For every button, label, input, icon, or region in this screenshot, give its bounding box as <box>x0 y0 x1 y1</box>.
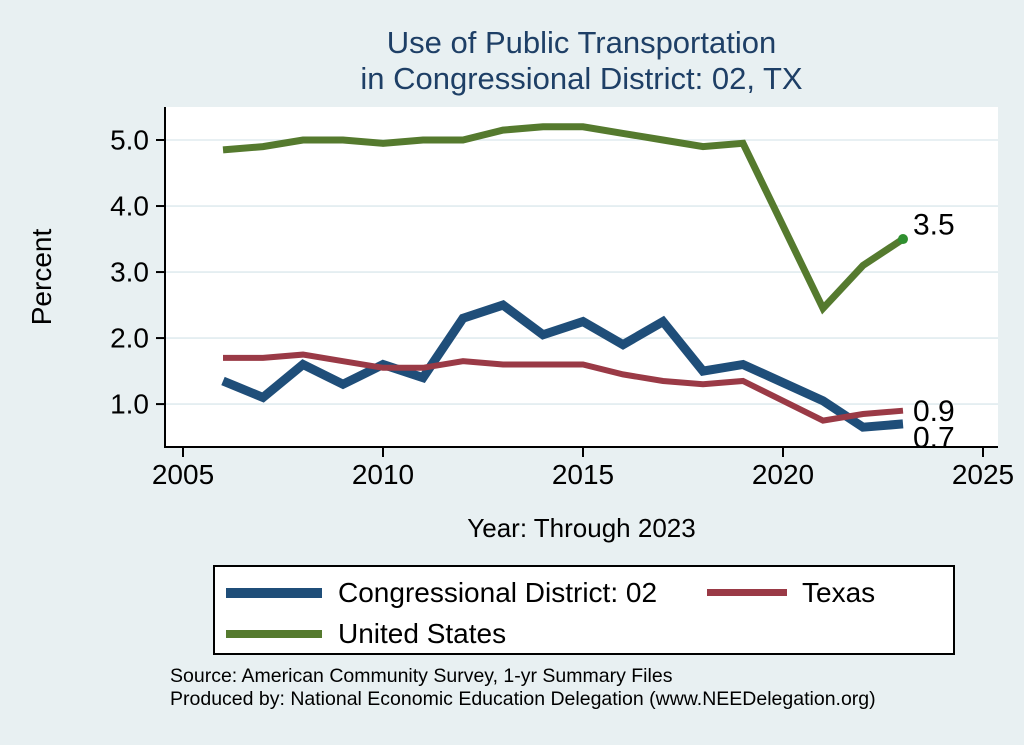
legend: Congressional District: 02 Texas United St… <box>213 565 955 655</box>
legend-label-congressional-district-02: Congressional District: 02 <box>338 577 658 608</box>
end-label-texas: 0.9 <box>913 395 955 428</box>
y-tick-label: 3.0 <box>110 257 149 288</box>
plot-area: 1.0 2.0 3.0 4.0 5.0 2005 2010 2015 2020 2025 0.70.… <box>110 107 1014 490</box>
chart-title: Use of Public Transportation in Congress… <box>165 25 998 97</box>
end-label-united-states: 3.5 <box>913 209 955 242</box>
chart-title-line1: Use of Public Transportation <box>386 25 777 60</box>
y-tick-label: 5.0 <box>110 125 149 156</box>
legend-label-texas: Texas <box>802 577 876 608</box>
series-line-congressional-district-02 <box>221 300 904 432</box>
y-tick-label: 4.0 <box>110 191 149 222</box>
end-marker-united-states <box>898 234 908 245</box>
chart-title-line2: in Congressional District: 02, TX <box>360 61 803 96</box>
x-tick-label: 2005 <box>152 459 214 490</box>
source-line: Source: American Community Survey, 1-yr … <box>170 665 673 687</box>
x-axis-title: Year: Through 2023 <box>467 513 696 543</box>
produced-by-line: Produced by: National Economic Education… <box>170 688 876 710</box>
series-line-texas <box>223 351 904 424</box>
y-tick-label: 1.0 <box>110 389 149 420</box>
legend-swatch-united-states <box>226 630 322 638</box>
y-tick-label: 2.0 <box>110 323 149 354</box>
y-axis-title: Percent <box>26 228 57 326</box>
legend-swatch-texas <box>707 589 787 596</box>
x-tick-label: 2010 <box>352 459 414 490</box>
end-label-congressional-district-02: 0.7 <box>913 421 955 454</box>
legend-swatch-congressional-district-02 <box>226 588 322 598</box>
series-line-united-states <box>222 123 905 315</box>
legend-label-united-states: United States <box>338 618 507 649</box>
x-tick-label: 2020 <box>752 459 814 490</box>
x-tick-label: 2025 <box>952 459 1014 490</box>
source-note: Source: American Community Survey, 1-yr … <box>170 665 876 711</box>
x-tick-label: 2015 <box>552 459 614 490</box>
